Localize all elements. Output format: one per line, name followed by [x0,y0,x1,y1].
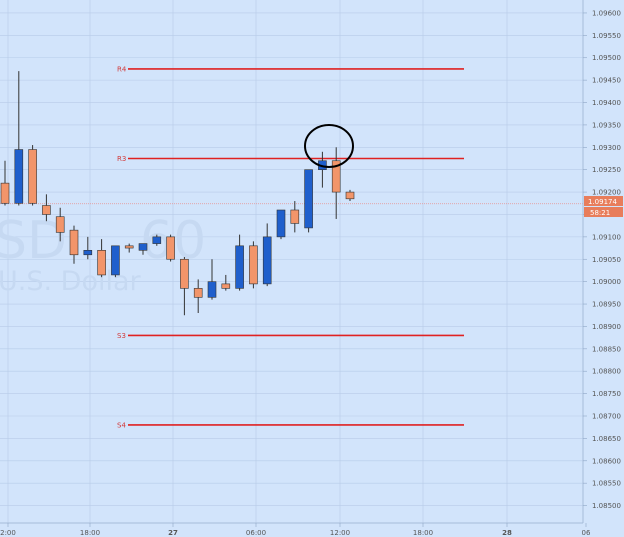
y-tick-label: 1.09300 [592,144,621,152]
y-axis: 1.09600 1.09550 1.09500 1.09450 1.09400 1.093… [582,0,624,537]
bear-candle [221,283,231,289]
y-tick-label: 1.08500 [592,502,621,510]
y-tick-label: 1.08650 [592,435,621,443]
y-tick-label: 1.09550 [592,32,621,40]
bear-candle [180,258,189,289]
y-tick-label: 1.08550 [592,480,621,488]
bull-candle [83,250,93,256]
y-tick-label: 1.09200 [592,189,621,197]
y-tick-labels: 1.09600 1.09550 1.09500 1.09450 1.09400 1.093… [583,9,621,510]
y-tick-label: 1.09000 [592,278,621,286]
watermark-symbol: SD [0,211,67,271]
level-label-s4: S4 [117,421,126,429]
watermark-description: U.S. Dollar [0,266,142,297]
bull-candle [138,243,148,251]
bear-candle [28,149,37,204]
y-tick-label: 1.08850 [592,345,621,353]
bear-candle [331,160,341,193]
x-tick-label: 2:00 [0,529,16,537]
bear-candle [69,229,79,256]
y-tick-label: 1.09400 [592,99,621,107]
x-tick-label: 28 [502,529,512,537]
bull-candle [276,209,286,238]
level-label-r4: R4 [117,65,127,73]
bear-candle [42,205,51,215]
y-tick-label: 1.08600 [592,457,621,465]
bear-candle [124,245,134,249]
bear-candle [193,288,203,298]
highlight-circle [304,124,354,168]
y-tick-label: 1.08800 [592,368,621,376]
level-label-r3: R3 [117,155,126,163]
level-label-s3: S3 [117,332,126,340]
last-price-label: 1.09174 [588,198,617,206]
y-tick-label: 1.09450 [592,77,621,85]
y-tick-label: 1.08750 [592,390,621,398]
y-tick-label: 1.09100 [592,233,621,241]
y-tick-label: 1.09250 [592,166,621,174]
x-tick-label: 06:00 [246,529,266,537]
bull-candle [14,149,24,204]
timer-badge [584,207,623,217]
bull-candle [111,245,120,276]
timer-label: 58:21 [590,209,610,217]
bull-candle [262,236,272,285]
y-tick-label: 1.09050 [592,256,621,264]
x-tick-label: 18:00 [413,529,433,537]
x-tick-labels: 2:00 18:00 27 06:00 12:00 18:00 28 06 [0,523,591,537]
plot-background [0,0,583,523]
bear-candle [345,191,355,200]
watermark: SD 60 U.S. Dollar [0,211,206,297]
y-tick-label: 1.09350 [592,121,621,129]
bear-candle [290,209,300,224]
y-tick-label: 1.08700 [592,413,621,421]
bull-candle [207,281,217,298]
y-tick-label: 1.08900 [592,323,621,331]
bear-candle [0,182,10,204]
x-tick-label: 18:00 [80,529,100,537]
y-axis-background [583,0,624,537]
y-tick-label: 1.09500 [592,54,621,62]
candles [0,71,355,316]
y-tick-label: 1.09600 [592,9,621,17]
bear-candle [166,236,175,260]
y-tick-label: 1.08950 [592,301,621,309]
pivot-levels: R4 R3 S3 S4 [117,65,464,429]
bear-candle [249,245,258,285]
gridlines [0,0,583,523]
x-axis: 2:00 18:00 27 06:00 12:00 18:00 28 06 [0,522,591,537]
bear-candle [97,250,106,276]
bull-candle [152,236,162,244]
bull-candle [304,169,313,229]
x-tick-label: 06 [582,529,591,537]
bear-candle [55,216,65,233]
last-price-badge [584,196,623,206]
x-tick-label: 27 [168,529,178,537]
bull-candle [235,245,244,289]
x-tick-label: 12:00 [330,529,350,537]
